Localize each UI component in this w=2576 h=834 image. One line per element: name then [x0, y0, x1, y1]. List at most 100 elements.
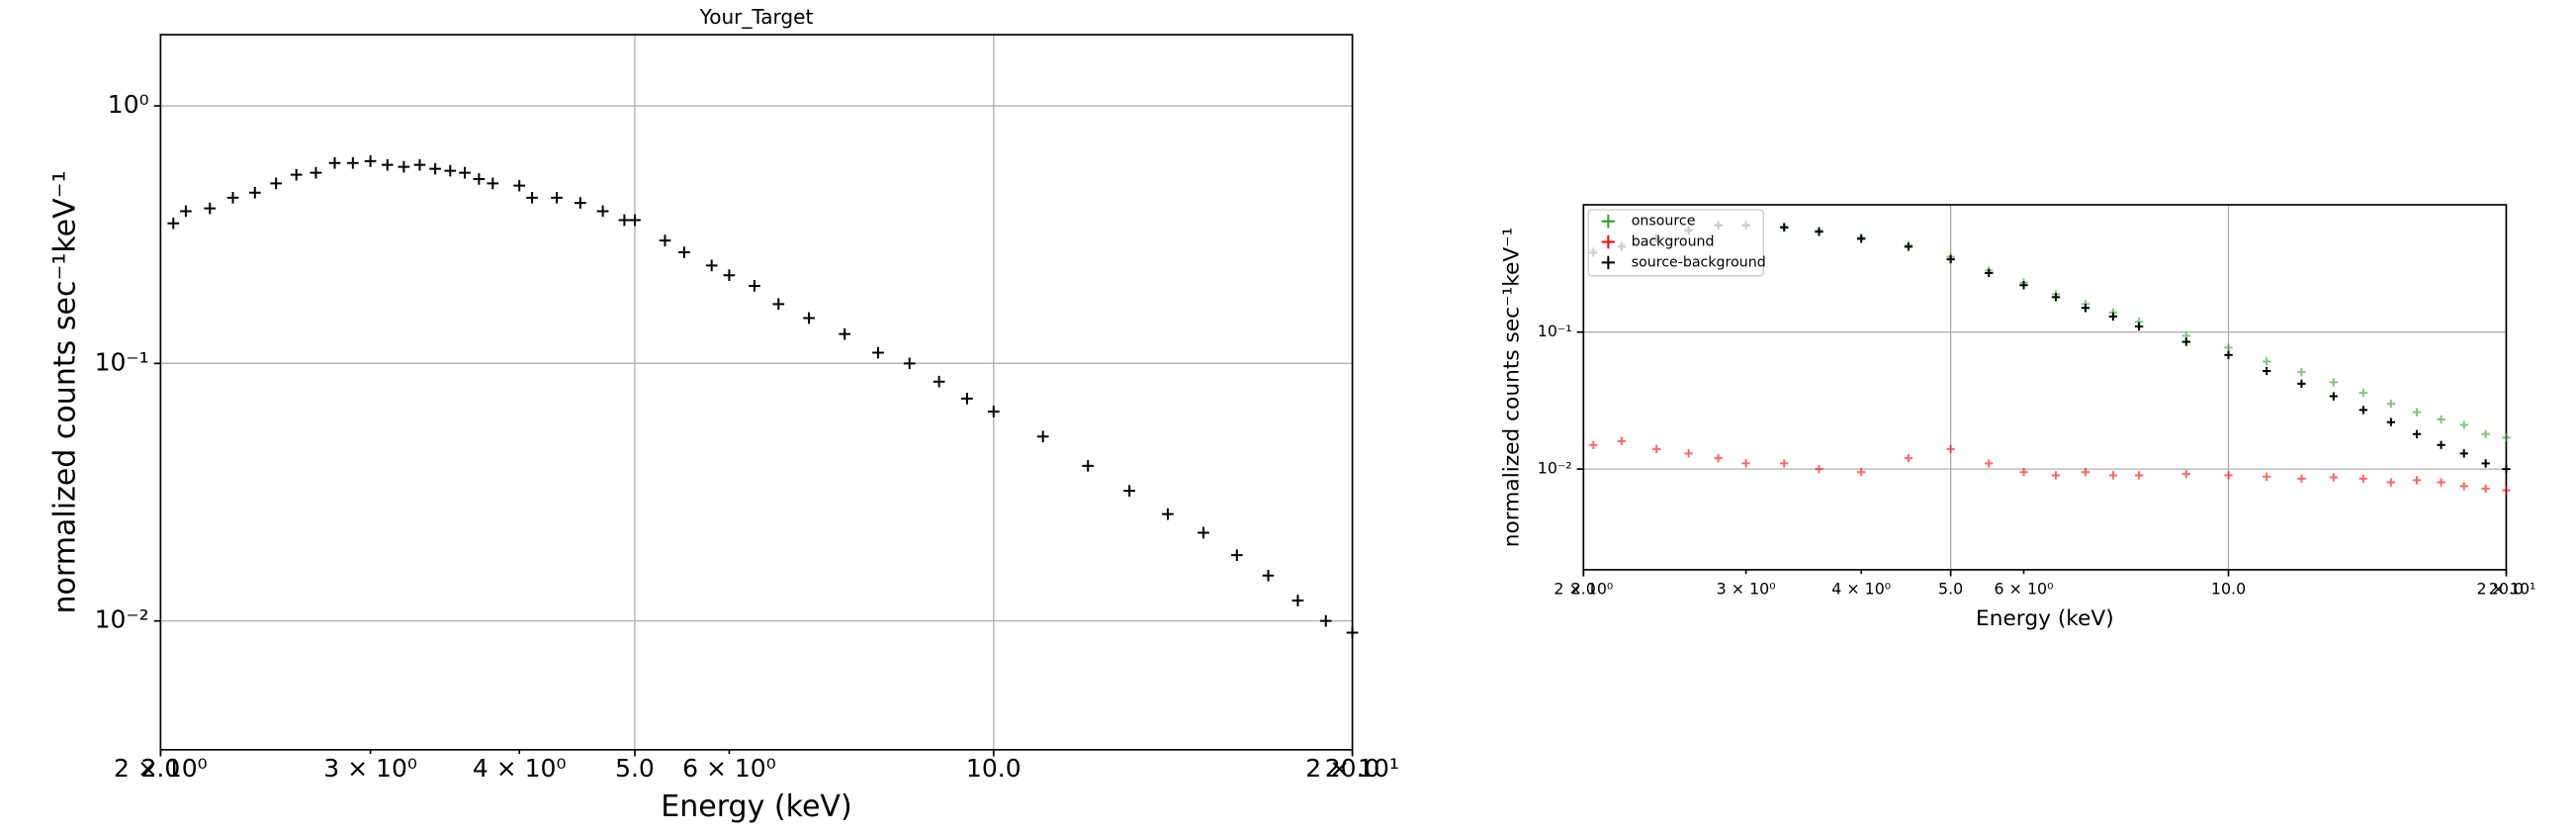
data-point [2019, 281, 2028, 290]
data-point [1741, 459, 1750, 468]
x-minor-tick-label: 6 × 10⁰ [682, 754, 776, 783]
x-minor-tick-label: 6 × 10⁰ [1995, 579, 2054, 598]
data-point [1036, 430, 1049, 443]
data-point [2459, 449, 2468, 458]
data-point [1617, 436, 1627, 446]
data-point [2459, 420, 2468, 429]
data-point [1985, 268, 1994, 278]
data-point [2386, 417, 2396, 426]
data-point [444, 164, 457, 177]
data-point [2358, 388, 2368, 398]
data-point [248, 186, 261, 199]
data-point [226, 191, 239, 204]
x-minor-tick-label: 2 × 10⁰ [1554, 579, 1613, 598]
plot-frame [159, 34, 1354, 751]
data-point [1714, 453, 1723, 463]
x-tick-label: 2.0 [1571, 579, 1596, 598]
data-point [574, 197, 586, 209]
data-point [2459, 482, 2468, 491]
data-point [2502, 486, 2511, 495]
data-point [1946, 444, 1955, 454]
x-tick-label: 10.0 [966, 754, 1022, 783]
data-point [723, 269, 736, 282]
data-point [803, 312, 815, 324]
x-minor-tick-label: 3 × 10⁰ [1717, 579, 1776, 598]
data-point [1780, 459, 1789, 468]
data-point [2297, 379, 2306, 389]
data-point [772, 298, 785, 311]
data-point [1780, 223, 1789, 232]
data-point [381, 158, 394, 171]
legend-label: background [1632, 234, 1715, 250]
data-point [180, 205, 192, 218]
data-point [678, 246, 690, 258]
data-point [526, 191, 538, 204]
data-point [459, 166, 471, 179]
data-point [1230, 549, 1243, 562]
data-point [328, 156, 341, 169]
legend-marker [1601, 215, 1616, 229]
data-point [2051, 471, 2061, 480]
data-point [2412, 429, 2422, 438]
data-point [513, 179, 526, 192]
data-point [2386, 399, 2396, 409]
data-point [1123, 485, 1135, 497]
x-minor-tick-label: 4 × 10⁰ [1831, 579, 1891, 598]
data-point [2412, 408, 2422, 417]
data-point [2224, 350, 2233, 360]
data-point [1904, 242, 1913, 251]
x-tick-label: 20.0 [1325, 754, 1380, 783]
data-point [872, 346, 884, 359]
legend-box [1587, 209, 1764, 277]
y-tick-label: 10⁻¹ [95, 347, 149, 376]
data-point [473, 173, 486, 185]
data-point [2329, 378, 2339, 387]
data-point [2081, 304, 2090, 313]
data-point [2386, 478, 2396, 487]
data-point [2329, 392, 2339, 401]
data-point [749, 280, 760, 292]
x-axis-label: Energy (keV) [1976, 606, 2114, 631]
data-point [2108, 312, 2118, 322]
data-point [2297, 367, 2306, 377]
data-point [270, 177, 283, 190]
data-point [2224, 471, 2233, 480]
data-point [961, 393, 973, 405]
data-point [2437, 415, 2445, 424]
plot-frame [1582, 204, 2508, 571]
data-point [2502, 433, 2511, 442]
y-axis-label: normalized counts sec⁻¹keV⁻¹ [48, 170, 83, 613]
data-point [2019, 468, 2028, 477]
data-point [2412, 476, 2422, 485]
data-point [290, 168, 303, 181]
x-tick-label: 5.0 [615, 754, 655, 783]
data-point [2481, 484, 2490, 494]
data-point [364, 155, 377, 167]
data-point [1082, 460, 1095, 472]
x-tick-label: 10.0 [2211, 579, 2246, 598]
data-point [2134, 471, 2144, 480]
data-point [1815, 464, 1823, 474]
data-point [2108, 471, 2118, 480]
y-tick-label: 10⁻¹ [1538, 322, 1572, 340]
data-point [1684, 449, 1693, 458]
y-tick-label: 10⁻² [95, 605, 149, 634]
data-point [1291, 595, 1304, 606]
data-point [1162, 508, 1174, 520]
data-point [204, 202, 217, 215]
data-point [1319, 614, 1332, 627]
legend-label: source-background [1632, 254, 1766, 270]
data-point [1346, 626, 1359, 639]
data-point [551, 191, 563, 204]
data-point [2297, 474, 2306, 484]
data-point [1857, 468, 1866, 477]
y-tick-label: 10⁻² [1538, 459, 1572, 478]
y-tick-label: 10⁰ [108, 90, 149, 119]
data-point [2134, 322, 2144, 331]
data-point [2481, 459, 2490, 468]
data-point [618, 214, 631, 227]
data-point [2224, 343, 2233, 352]
data-point [167, 217, 180, 230]
